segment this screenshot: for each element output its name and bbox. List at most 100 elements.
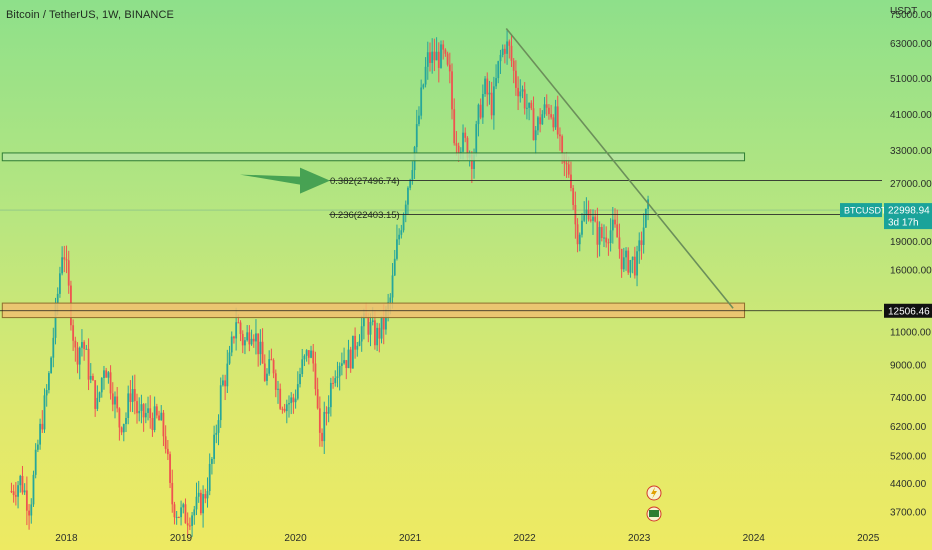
- candle-body: [316, 389, 319, 409]
- candle-body: [59, 273, 61, 294]
- candle-body: [292, 397, 295, 403]
- lightning-glyph: [651, 487, 657, 499]
- x-tick-label: 2022: [513, 533, 536, 544]
- candle-body: [589, 219, 592, 221]
- candle-body: [299, 374, 301, 385]
- price-badge: [884, 203, 932, 230]
- candle-body: [206, 491, 209, 499]
- candle-body: [572, 187, 575, 206]
- candle-body: [259, 341, 262, 355]
- candle-body: [422, 84, 425, 88]
- flag-glyph: [649, 510, 659, 517]
- candle-body: [490, 92, 493, 116]
- candle-body: [501, 48, 504, 55]
- candle-body: [184, 504, 187, 524]
- candle-body: [415, 124, 418, 148]
- candle-body: [464, 132, 467, 138]
- candle-body: [351, 335, 354, 369]
- candle-body: [396, 239, 398, 259]
- candle-body: [288, 403, 290, 405]
- candle-body: [530, 102, 533, 109]
- candle-body: [30, 504, 33, 516]
- candle-body: [228, 352, 231, 364]
- candle-body: [244, 340, 246, 346]
- candle-body: [374, 320, 376, 346]
- candle-body: [402, 214, 405, 231]
- candle-body: [310, 350, 312, 358]
- candle-body: [202, 494, 204, 514]
- candle-body: [248, 332, 251, 345]
- candle-body: [481, 94, 484, 118]
- candle-body: [583, 215, 586, 221]
- candle-body: [433, 51, 436, 61]
- candles-group: [10, 29, 649, 539]
- candle-body: [94, 380, 97, 409]
- candle-body: [453, 109, 456, 144]
- candle-body: [424, 66, 427, 85]
- candle-body: [193, 509, 196, 516]
- candle-body: [360, 326, 363, 342]
- candle-body: [257, 333, 260, 355]
- candle-body: [523, 89, 526, 109]
- candle-body: [451, 71, 453, 110]
- candle-body: [592, 216, 594, 221]
- candle-body: [177, 516, 180, 518]
- candle-body: [567, 164, 570, 175]
- candle-body: [442, 44, 445, 50]
- candle-body: [418, 115, 420, 125]
- candle-body: [25, 490, 28, 511]
- candle-body: [164, 436, 167, 449]
- candle-body: [541, 114, 544, 125]
- candle-body: [532, 108, 535, 141]
- candle-body: [23, 490, 26, 493]
- candle-body: [512, 60, 515, 71]
- candle-body: [283, 408, 286, 412]
- candle-body: [52, 337, 55, 358]
- candle-body: [279, 388, 282, 409]
- candle-body: [63, 257, 66, 260]
- candle-body: [378, 327, 381, 339]
- candle-body: [484, 78, 486, 95]
- candle-body: [636, 251, 638, 276]
- resistance-zone: [1, 152, 746, 162]
- y-axis-unit: USDT: [890, 6, 917, 17]
- candle-body: [250, 338, 253, 345]
- candle-body: [358, 341, 361, 346]
- candle-body: [296, 384, 299, 399]
- candle-body: [197, 492, 200, 497]
- candle-body: [153, 406, 156, 430]
- candle-body: [323, 411, 326, 442]
- fib-382-label: 0.382(27496.74): [330, 176, 400, 187]
- candle-body: [92, 375, 94, 381]
- candle-body: [277, 388, 279, 390]
- candle-body: [585, 209, 588, 216]
- candle-body: [446, 53, 449, 65]
- candle-body: [345, 360, 348, 369]
- candle-body: [578, 234, 581, 245]
- y-tick-label: 19000.00: [890, 237, 932, 248]
- candle-body: [349, 349, 352, 369]
- candle-body: [603, 237, 605, 239]
- candle-body: [492, 86, 495, 116]
- candle-body: [437, 51, 440, 68]
- candle-body: [14, 495, 17, 497]
- candle-body: [576, 224, 579, 245]
- ticker-badge-label: BTCUSDT: [844, 206, 887, 216]
- y-tick-label: 51000.00: [890, 74, 932, 85]
- candle-body: [561, 136, 564, 154]
- candle-body: [226, 363, 229, 387]
- candle-body: [404, 204, 407, 215]
- candle-body: [517, 87, 519, 97]
- candle-body: [186, 523, 189, 526]
- candle-body: [448, 64, 451, 72]
- candle-body: [239, 322, 242, 334]
- y-tick-label: 7400.00: [890, 393, 927, 404]
- candle-body: [270, 359, 273, 361]
- downtrend-line: [505, 28, 734, 309]
- candle-body: [510, 45, 513, 61]
- y-tick-label: 9000.00: [890, 361, 927, 372]
- candle-body: [103, 370, 105, 379]
- candle-body: [155, 406, 158, 416]
